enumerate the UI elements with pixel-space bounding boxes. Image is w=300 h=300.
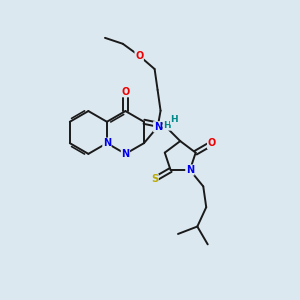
Text: N: N xyxy=(186,165,194,175)
Text: H: H xyxy=(164,121,171,130)
Text: S: S xyxy=(151,174,158,184)
Text: N: N xyxy=(122,149,130,159)
Text: N: N xyxy=(103,138,111,148)
Text: N: N xyxy=(154,122,162,132)
Text: O: O xyxy=(121,87,130,97)
Text: O: O xyxy=(135,51,143,61)
Text: O: O xyxy=(208,139,216,148)
Text: H: H xyxy=(170,115,178,124)
